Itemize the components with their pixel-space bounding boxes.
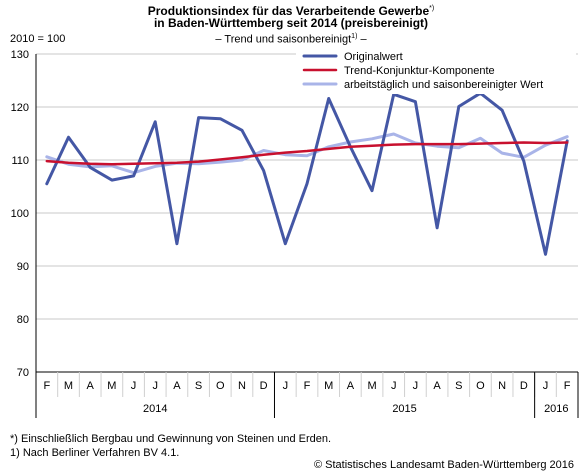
- x-tick-label: J: [543, 380, 549, 392]
- series-line-1: [45, 141, 569, 166]
- x-tick-label: O: [476, 380, 485, 392]
- footnote-2: 1) Nach Berliner Verfahren BV 4.1.: [10, 447, 180, 459]
- x-tick-label: J: [391, 380, 397, 392]
- x-tick-label: F: [43, 380, 50, 392]
- legend-label: Originalwert: [344, 51, 403, 63]
- x-tick-label: A: [87, 380, 95, 392]
- series-line-2: [45, 132, 569, 175]
- x-tick-label: A: [173, 380, 181, 392]
- series-line-0: [45, 91, 569, 256]
- x-tick-label: M: [324, 380, 333, 392]
- y-tick-label: 120: [11, 102, 29, 114]
- x-tick-label: M: [107, 380, 116, 392]
- x-tick-label: J: [152, 380, 158, 392]
- legend-box: [296, 48, 576, 94]
- chart-subtitle: – Trend und saisonbereinigt1) –: [215, 33, 367, 46]
- x-tick-label: S: [455, 380, 462, 392]
- legend-label: arbeitstäglich und saisonbereinigter Wer…: [344, 79, 543, 91]
- x-tick-label: M: [64, 380, 73, 392]
- x-tick-label: D: [260, 380, 268, 392]
- year-label: 2015: [392, 403, 416, 415]
- year-label: 2014: [143, 403, 167, 415]
- x-tick-label: O: [216, 380, 225, 392]
- x-tick-label: S: [195, 380, 202, 392]
- x-tick-label: D: [520, 380, 528, 392]
- y-axis-index-label: 2010 = 100: [10, 33, 66, 45]
- x-tick-label: A: [347, 380, 355, 392]
- copyright: © Statistisches Landesamt Baden-Württemb…: [313, 459, 574, 471]
- y-tick-label: 110: [11, 155, 29, 167]
- x-tick-label: J: [413, 380, 419, 392]
- x-tick-label: A: [433, 380, 441, 392]
- y-tick-label: 70: [17, 367, 29, 379]
- x-tick-label: N: [238, 380, 246, 392]
- x-tick-label: J: [283, 380, 289, 392]
- y-tick-label: 90: [17, 261, 29, 273]
- chart-title-line1: Produktionsindex für das Verarbeitende G…: [147, 4, 435, 18]
- footnote-1: *) Einschließlich Bergbau und Gewinnung …: [10, 433, 332, 445]
- y-tick-label: 130: [11, 49, 29, 61]
- year-label: 2016: [544, 403, 568, 415]
- y-tick-label: 100: [11, 208, 29, 220]
- x-tick-label: F: [564, 380, 571, 392]
- x-tick-label: F: [304, 380, 311, 392]
- y-tick-label: 80: [17, 314, 29, 326]
- x-tick-label: N: [498, 380, 506, 392]
- x-tick-label: M: [367, 380, 376, 392]
- x-tick-label: J: [131, 380, 137, 392]
- legend-label: Trend-Konjunktur-Komponente: [344, 65, 495, 77]
- chart-title-line2: in Baden-Württemberg seit 2014 (preisber…: [153, 16, 429, 30]
